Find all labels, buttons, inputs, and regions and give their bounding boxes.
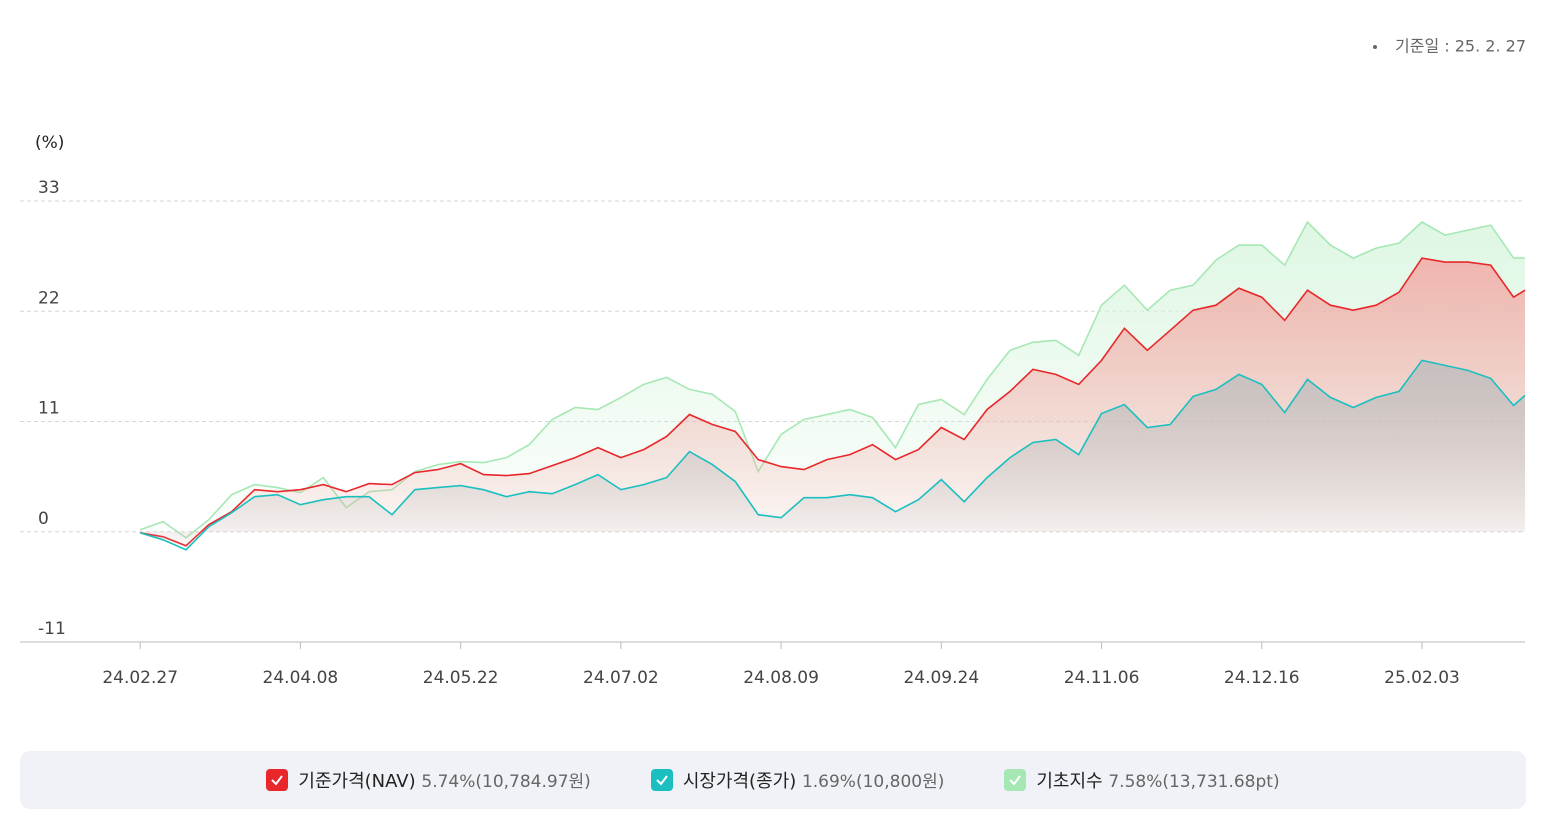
legend-label: 시장가격(종가) (682, 771, 797, 792)
x-tick-label: 24.02.27 (102, 668, 178, 688)
x-tick-label: 24.08.09 (743, 668, 819, 688)
legend-item[interactable]: 기초지수 7.58%(13,731.68pt) (1004, 767, 1280, 793)
chart: 기준일 : 25. 2. 27 (%) -11 0 11 22 33 24.02.27 24… (20, 37, 1526, 688)
y-tick-label: 22 (38, 288, 60, 308)
legend-text: 기준가격(NAV) 5.74%(10,784.97원) (298, 767, 590, 793)
check-icon (656, 775, 668, 786)
line (139, 359, 1526, 551)
y-axis-label: (%) (35, 133, 64, 153)
legend-text: 시장가격(종가) 1.69%(10,800원) (683, 767, 945, 793)
legend-label: 기초지수 (1036, 771, 1103, 792)
y-tick-label: 0 (38, 509, 49, 529)
legend-summary: 5.74%(10,784.97원) (421, 772, 591, 792)
checkbox[interactable] (650, 769, 673, 791)
legend-item[interactable]: 기준가격(NAV) 5.74%(10,784.97원) (266, 767, 591, 793)
legend-label: 기준가격(NAV) (298, 771, 416, 792)
area (140, 360, 1525, 550)
line (140, 257, 1526, 547)
checkbox[interactable] (1004, 769, 1027, 791)
legend: 기준가격(NAV) 5.74%(10,784.97원) 시장가격(종가) 1.69… (20, 751, 1526, 809)
x-tick-label: 24.07.02 (583, 668, 659, 688)
legend-item[interactable]: 시장가격(종가) 1.69%(10,800원) (650, 767, 945, 793)
x-tick-label: 24.05.22 (423, 668, 499, 688)
x-tick-label: 24.11.06 (1064, 668, 1140, 688)
bullet (1373, 45, 1377, 49)
x-tick-label: 24.04.08 (263, 668, 339, 688)
date-note: 기준일 : 25. 2. 27 (1395, 37, 1526, 56)
check-icon (1009, 775, 1022, 786)
checkbox[interactable] (266, 769, 289, 791)
y-tick-label: 33 (38, 178, 60, 198)
x-tick-label: 25.02.03 (1384, 668, 1460, 688)
y-tick-label: -11 (38, 619, 66, 639)
x-tick-label: 24.12.16 (1224, 668, 1300, 688)
y-tick-label: 11 (38, 399, 60, 419)
x-tick-label: 24.09.24 (903, 668, 979, 688)
legend-summary: 7.58%(13,731.68pt) (1108, 772, 1280, 792)
check-icon (271, 775, 284, 786)
legend-summary: 1.69%(10,800원) (801, 772, 945, 792)
legend-text: 기초지수 7.58%(13,731.68pt) (1036, 767, 1279, 793)
